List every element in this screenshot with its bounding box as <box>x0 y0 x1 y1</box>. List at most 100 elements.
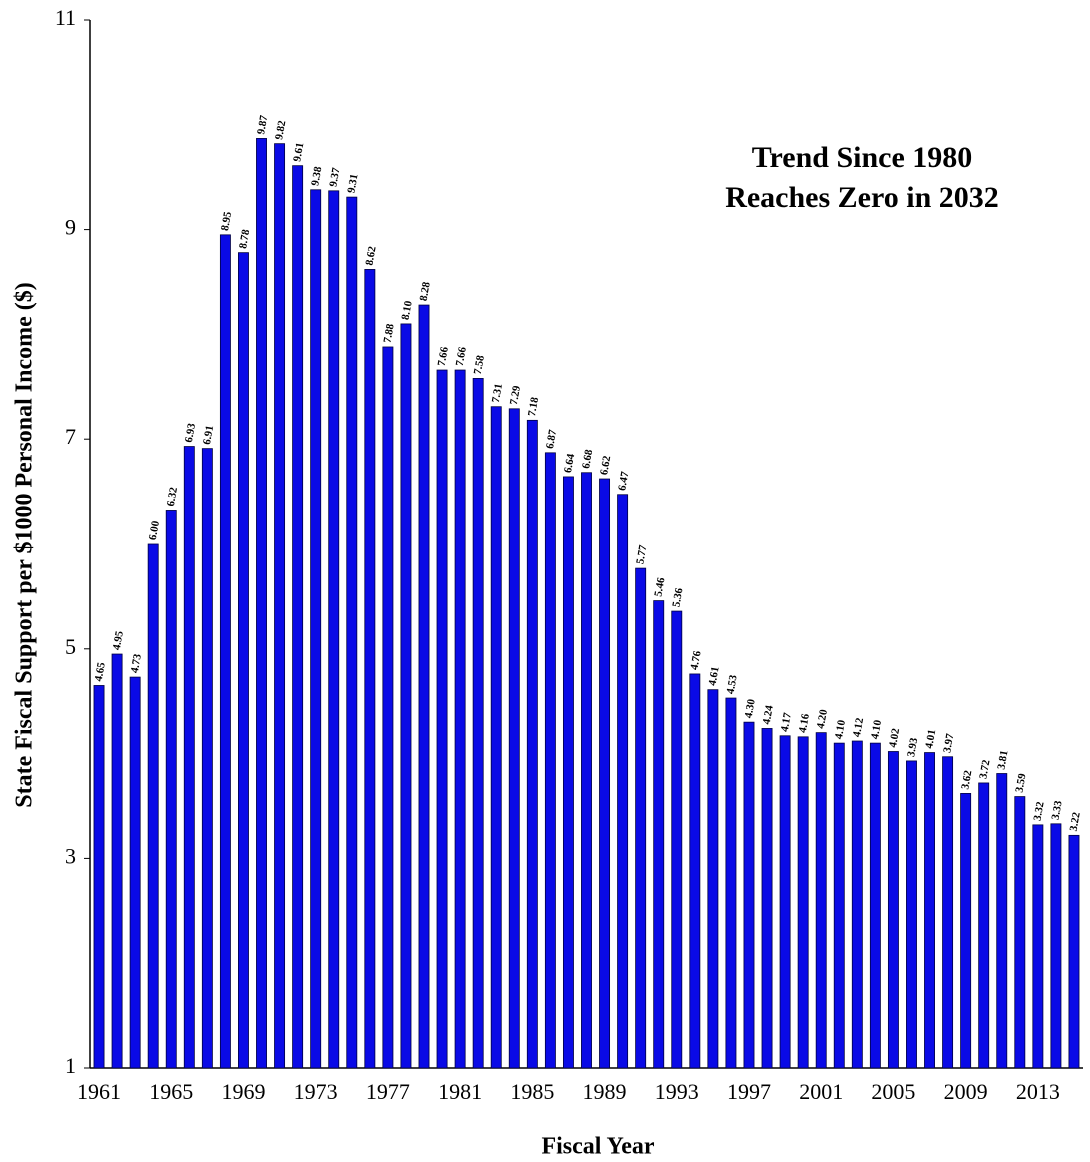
bar <box>797 736 809 1069</box>
bar <box>382 346 394 1069</box>
bar <box>887 751 899 1069</box>
bar <box>906 760 917 1069</box>
bar <box>256 138 267 1069</box>
x-tick-label: 2005 <box>871 1079 915 1104</box>
bar <box>779 735 791 1069</box>
data-label: 4.95 <box>111 629 126 651</box>
x-tick-label: 1965 <box>149 1079 193 1104</box>
y-tick-label: 11 <box>55 5 76 30</box>
x-tick-label: 1977 <box>366 1079 410 1104</box>
bar <box>165 510 177 1069</box>
data-label: 6.64 <box>562 452 577 474</box>
data-label: 6.91 <box>201 425 216 446</box>
bar <box>653 600 665 1069</box>
x-tick-label: 2001 <box>799 1079 843 1104</box>
bar <box>851 740 863 1069</box>
data-label: 4.17 <box>779 711 794 733</box>
bar <box>93 685 105 1069</box>
bar <box>310 189 322 1069</box>
data-label: 4.10 <box>869 719 884 741</box>
data-label: 8.95 <box>219 210 234 232</box>
annotation: Reaches Zero in 2032 <box>725 181 999 214</box>
data-label: 3.33 <box>1050 799 1065 821</box>
bar <box>129 676 141 1069</box>
data-label: 8.28 <box>418 280 433 302</box>
bar <box>526 419 538 1069</box>
data-label: 6.62 <box>598 454 613 476</box>
bar <box>581 472 592 1069</box>
bar <box>869 742 881 1069</box>
x-axis-label: Fiscal Year <box>541 1134 654 1160</box>
y-tick-label: 5 <box>65 634 76 659</box>
data-label: 7.31 <box>490 383 505 404</box>
x-tick-label: 1993 <box>655 1079 699 1104</box>
data-label: 3.59 <box>1013 772 1028 794</box>
data-label: 4.01 <box>923 728 938 749</box>
bar <box>147 543 159 1069</box>
x-tick-label: 1961 <box>77 1079 121 1104</box>
data-label: 6.00 <box>147 519 162 541</box>
bar <box>1068 834 1080 1069</box>
data-label: 6.87 <box>544 428 559 450</box>
data-label: 5.46 <box>652 576 667 598</box>
bar <box>689 673 701 1069</box>
data-label: 3.97 <box>941 732 956 754</box>
bar <box>743 721 755 1069</box>
bar <box>454 369 466 1069</box>
bar <box>508 408 520 1069</box>
x-tick-label: 1997 <box>727 1079 771 1104</box>
data-label: 4.02 <box>887 727 902 749</box>
data-label: 7.58 <box>472 354 487 376</box>
data-label: 7.66 <box>454 345 469 367</box>
bar <box>942 756 954 1069</box>
bar <box>924 752 935 1069</box>
data-label: 4.12 <box>851 716 866 738</box>
y-axis-label: State Fiscal Support per $1000 Personal … <box>12 282 38 808</box>
bar <box>617 494 629 1069</box>
data-label: 4.76 <box>688 649 703 671</box>
bar <box>490 406 502 1069</box>
data-label: 4.16 <box>797 712 812 734</box>
y-tick-label: 7 <box>65 424 76 449</box>
data-label: 3.32 <box>1031 800 1046 822</box>
x-tick-label: 1989 <box>583 1079 627 1104</box>
data-label: 3.81 <box>995 749 1010 770</box>
bar <box>418 304 430 1069</box>
bar <box>201 448 213 1069</box>
data-label: 4.65 <box>93 661 108 683</box>
data-label: 9.61 <box>291 142 306 163</box>
bar <box>219 234 231 1069</box>
data-label: 4.53 <box>725 673 740 695</box>
bar <box>183 446 195 1069</box>
data-label: 8.10 <box>400 299 415 321</box>
x-tick-label: 1981 <box>438 1079 482 1104</box>
bar <box>707 689 719 1069</box>
bar <box>815 732 827 1069</box>
data-label: 9.87 <box>255 114 270 136</box>
data-label: 4.73 <box>129 653 144 675</box>
data-label: 6.47 <box>616 470 631 492</box>
data-label: 7.66 <box>436 345 451 367</box>
data-label: 6.32 <box>165 486 180 508</box>
bar <box>400 323 412 1069</box>
bar <box>472 378 484 1069</box>
data-label: 9.31 <box>345 173 360 194</box>
data-label: 4.30 <box>743 698 758 720</box>
data-label: 4.61 <box>707 666 722 687</box>
bar <box>274 143 286 1069</box>
bar <box>996 773 1008 1069</box>
bar <box>111 653 123 1069</box>
data-label: 5.36 <box>670 586 685 608</box>
data-label: 7.29 <box>508 384 523 406</box>
data-label: 9.82 <box>273 119 288 141</box>
bar <box>960 793 972 1069</box>
x-tick-label: 2009 <box>944 1079 988 1104</box>
bar <box>599 478 611 1069</box>
x-tick-label: 1985 <box>510 1079 554 1104</box>
data-label: 8.78 <box>237 228 252 250</box>
bar <box>1032 824 1044 1069</box>
x-tick-label: 1973 <box>294 1079 338 1104</box>
x-tick-label: 2013 <box>1016 1079 1060 1104</box>
bar <box>1014 796 1026 1069</box>
data-label: 4.10 <box>833 719 848 741</box>
